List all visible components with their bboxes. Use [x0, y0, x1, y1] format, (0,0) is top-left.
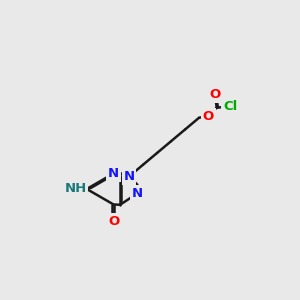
- Text: O: O: [209, 88, 220, 101]
- Text: O: O: [108, 215, 119, 228]
- Text: Cl: Cl: [223, 100, 237, 113]
- Text: O: O: [203, 110, 214, 122]
- Text: N: N: [108, 167, 119, 180]
- Text: N: N: [132, 187, 143, 200]
- Text: NH: NH: [64, 182, 87, 196]
- Text: N: N: [124, 170, 135, 183]
